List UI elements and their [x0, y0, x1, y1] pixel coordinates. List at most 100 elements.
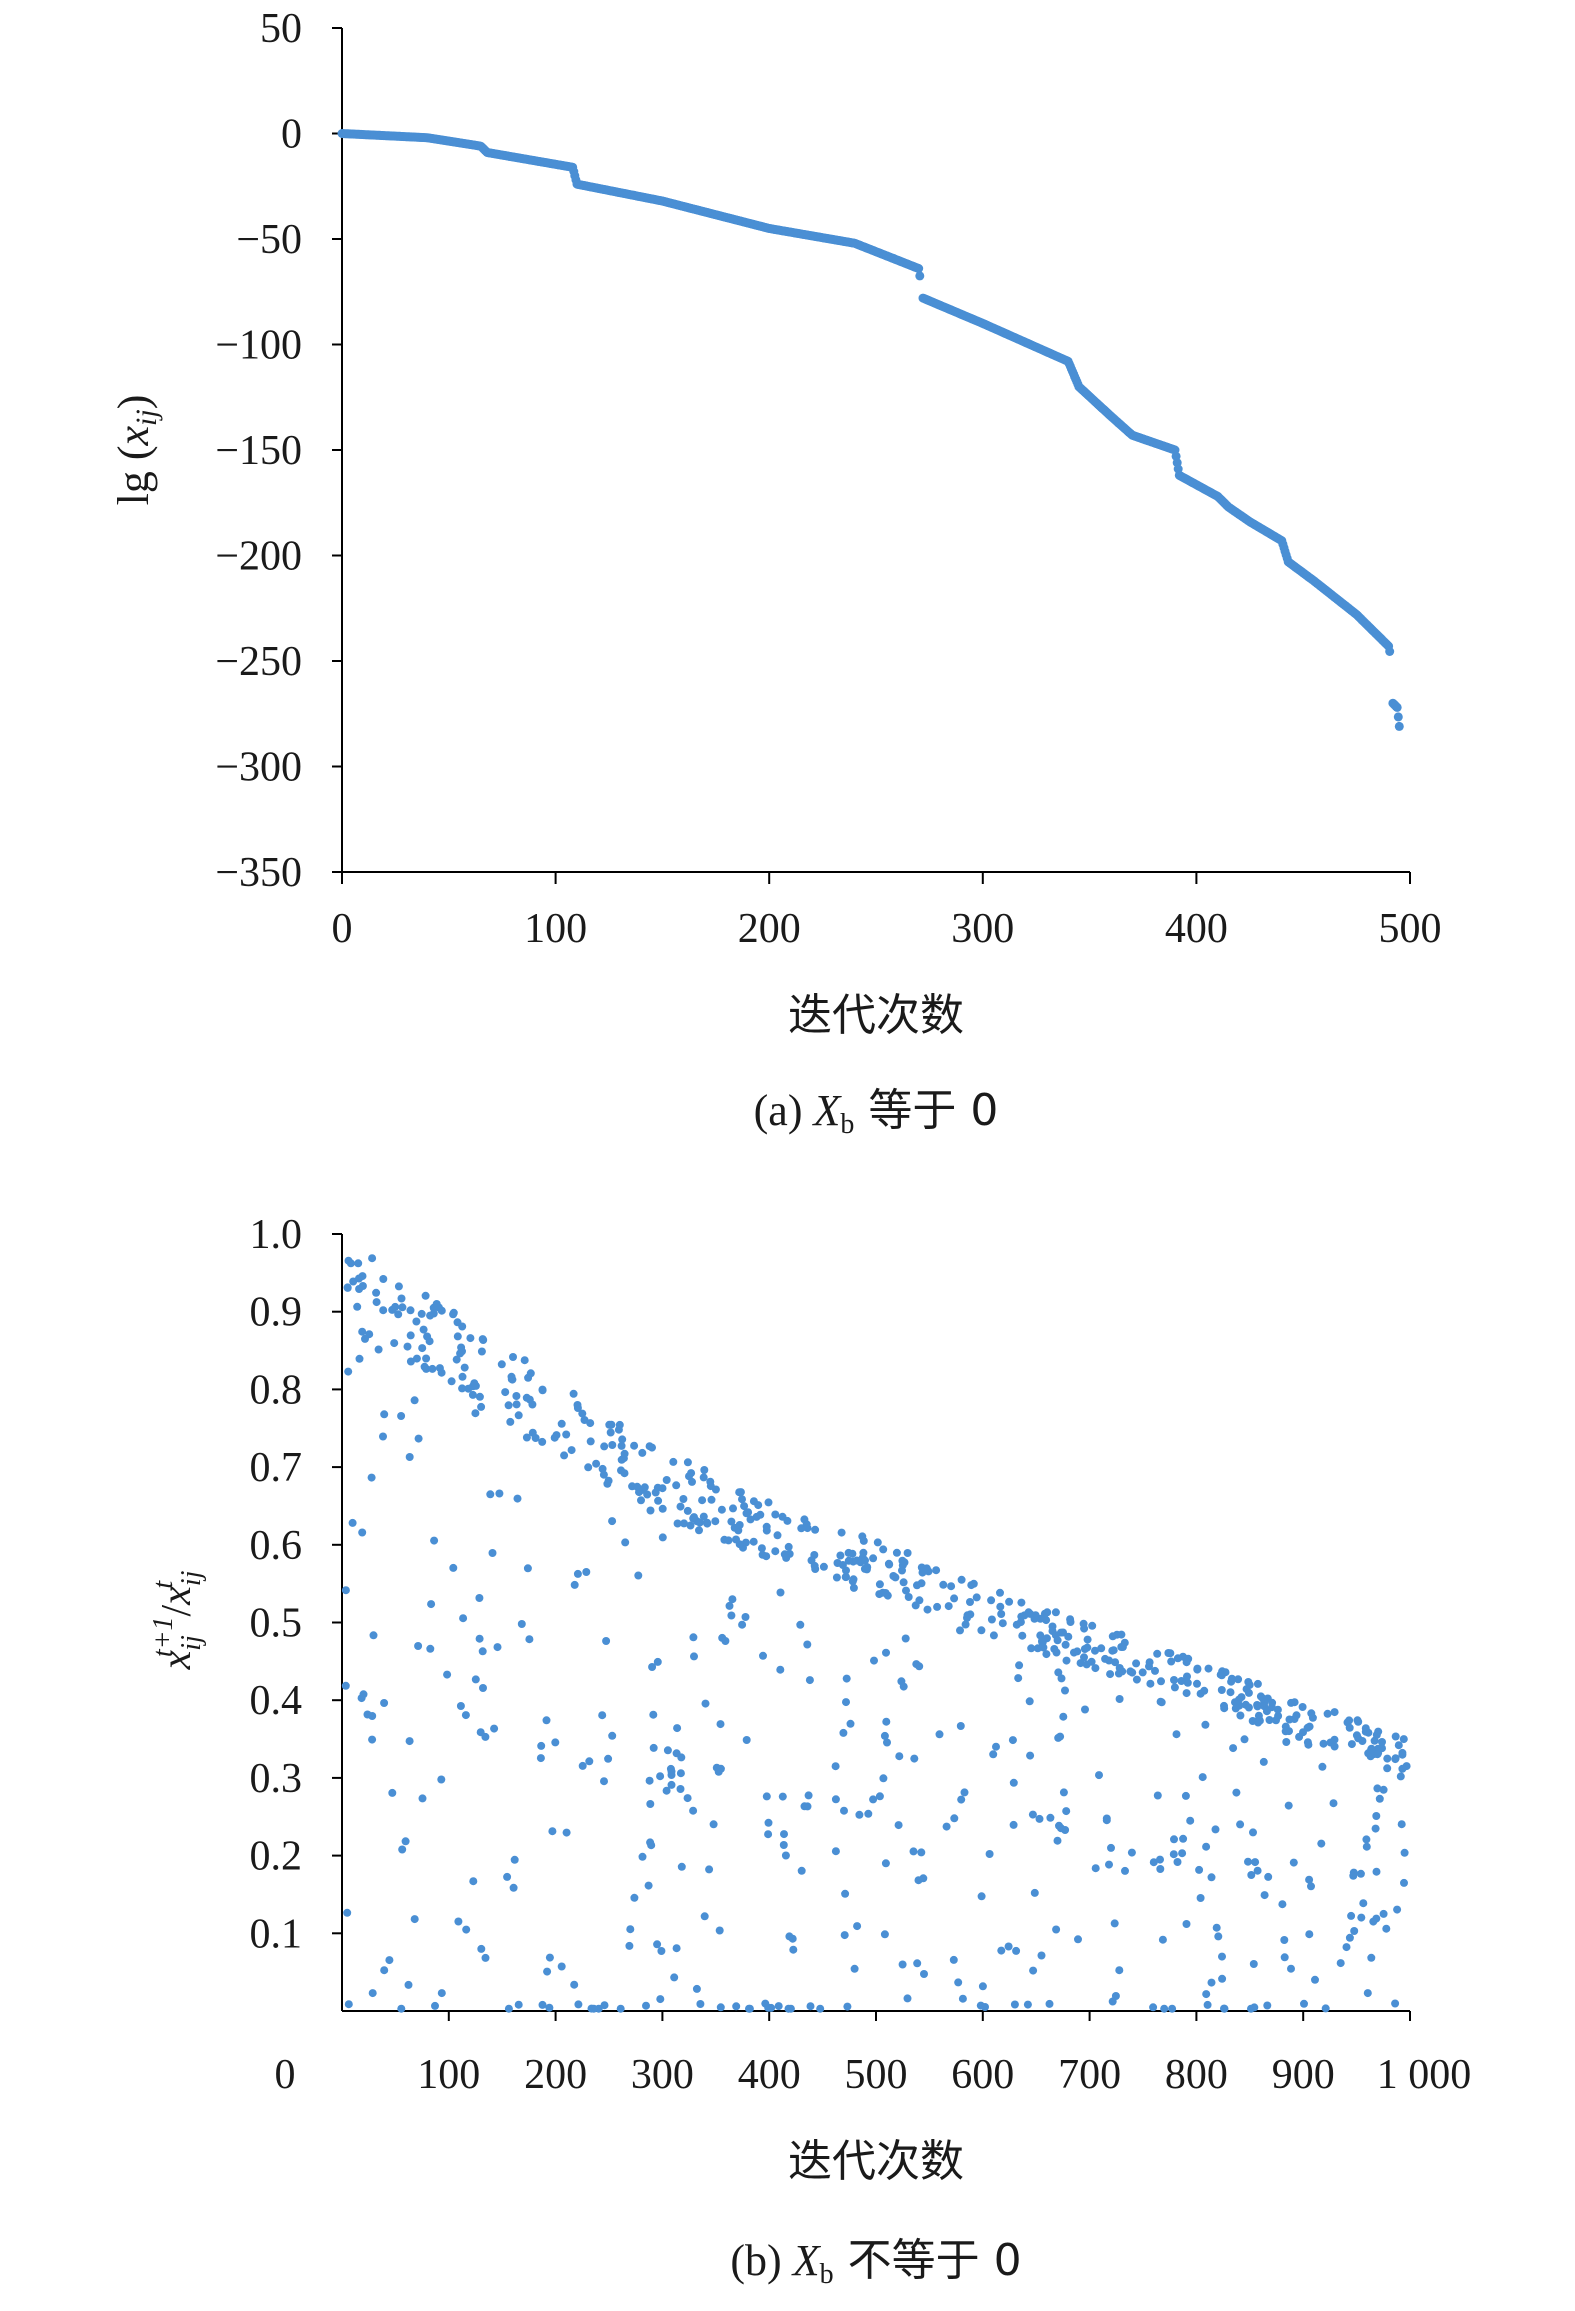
chart-b-point: [643, 1490, 652, 1499]
chart-b-point: [379, 1306, 388, 1315]
chart-b-point: [842, 1698, 850, 1707]
chart-b-point: [810, 1561, 819, 1570]
chart-b-point: [744, 1508, 753, 1517]
chart-b-point: [942, 1822, 951, 1831]
chart-b-y-tick-label: 1.0: [250, 1212, 303, 1258]
chart-b-point: [1330, 1708, 1339, 1717]
chart-b-point: [520, 1356, 529, 1365]
chart-b-point: [1391, 1999, 1400, 2008]
chart-b-point: [390, 1339, 399, 1348]
chart-b-point: [960, 1788, 969, 1797]
chart-b-point: [1234, 1675, 1243, 1684]
chart-b-point: [1287, 1964, 1295, 1973]
chart-b-point: [720, 1535, 729, 1544]
chart-b-point: [412, 1354, 421, 1363]
chart-b-point: [732, 1535, 740, 1544]
chart-a-point: [1393, 712, 1403, 722]
chart-b-point: [449, 1563, 458, 1572]
chart-b-point: [1079, 1619, 1088, 1628]
chart-b-point: [1111, 1658, 1120, 1667]
chart-b-point: [630, 1441, 639, 1450]
chart-b-point: [543, 1967, 552, 1976]
chart-b-point: [538, 1386, 547, 1395]
chart-b-point: [504, 1401, 513, 1410]
chart-b-point: [449, 1310, 458, 1319]
chart-b-point: [557, 1419, 566, 1428]
chart-b: 1.0 0.9 0.8 0.7 0.6 0.5 0.4 0.3 0.2 0.1 0 100 200 300…: [148, 1212, 1471, 2290]
chart-b-point: [705, 1865, 714, 1874]
chart-b-point: [524, 1373, 533, 1382]
chart-b-points: [341, 1254, 1411, 2013]
chart-b-x-tick-label: 0: [275, 2052, 296, 2098]
chart-a-x-tick-label: 0: [332, 906, 353, 952]
chart-b-point: [869, 1554, 878, 1563]
chart-b-point: [1227, 1674, 1236, 1683]
chart-b-point: [1391, 1754, 1400, 1763]
chart-b-point: [870, 1656, 878, 1665]
chart-b-point: [509, 1353, 517, 1361]
chart-b-point: [394, 1282, 403, 1291]
chart-b-point: [372, 1288, 381, 1297]
chart-b-point: [1319, 1739, 1328, 1748]
chart-a-y-label: lg (xij): [109, 395, 163, 506]
chart-b-point: [608, 1441, 617, 1449]
chart-b-point: [754, 1501, 763, 1510]
chart-b-point: [914, 1876, 923, 1885]
chart-b-point: [848, 1577, 857, 1586]
chart-b-point: [656, 1995, 665, 2004]
chart-b-point: [1196, 1894, 1205, 1902]
chart-b-point: [538, 1437, 547, 1446]
chart-b-point: [831, 1847, 840, 1856]
chart-b-point: [1220, 1704, 1229, 1713]
chart-b-point: [1220, 2004, 1229, 2013]
chart-b-point: [683, 1794, 692, 1803]
chart-b-point: [1367, 1953, 1376, 1962]
chart-b-point: [689, 1633, 698, 1642]
chart-b-point: [646, 1838, 655, 1847]
chart-a-y-tick-label: −200: [215, 534, 302, 580]
chart-a-x-tick-label: 300: [951, 906, 1014, 952]
chart-b-point: [1153, 1649, 1162, 1658]
chart-b-point: [898, 1960, 907, 1969]
chart-b-point: [503, 1872, 512, 1881]
chart-b-point: [1330, 1742, 1339, 1751]
chart-b-point: [443, 1670, 452, 1679]
chart-b-point: [1010, 2000, 1019, 2009]
chart-b-x-tick-label: 300: [631, 2052, 694, 2098]
chart-b-point: [1214, 1932, 1223, 1941]
chart-b-point: [764, 1498, 773, 1507]
chart-b-point: [1105, 1860, 1113, 1869]
chart-b-point: [495, 1489, 504, 1498]
chart-a-y-tick-label: 50: [260, 6, 302, 52]
chart-b-point: [738, 1620, 747, 1629]
chart-b-point: [469, 1877, 478, 1886]
chart-b-point: [989, 1750, 998, 1759]
chart-b-point: [1108, 1646, 1117, 1655]
chart-b-point: [1280, 1953, 1289, 1962]
chart-b-y-label: xijt+1/xijt: [148, 1570, 207, 1670]
chart-b-point: [462, 1925, 471, 1934]
chart-b-point: [1097, 1644, 1106, 1653]
chart-b-point: [357, 1694, 366, 1703]
chart-b-point: [1218, 1952, 1226, 1961]
chart-b-point: [740, 1502, 749, 1511]
chart-b-point: [903, 1994, 912, 2003]
chart-b-point: [560, 1451, 569, 1460]
chart-b-point: [900, 1558, 909, 1567]
chart-b-point: [853, 1922, 862, 1931]
chart-b-point: [421, 1291, 430, 1300]
chart-b-point: [1330, 1735, 1339, 1744]
chart-b-point: [592, 1459, 601, 1468]
chart-b-point: [1121, 1866, 1129, 1875]
chart-b-point: [992, 1742, 1000, 1751]
chart-b-point: [1009, 1778, 1018, 1787]
chart-b-point: [658, 1484, 667, 1493]
chart-b-point: [899, 1578, 908, 1587]
chart-b-point: [1091, 1646, 1099, 1655]
chart-b-point: [861, 1556, 869, 1565]
chart-b-point: [1172, 1730, 1181, 1739]
chart-b-point: [816, 2004, 825, 2013]
chart-b-point: [690, 1652, 698, 1661]
chart-b-point: [614, 1425, 623, 1434]
chart-b-point: [1349, 1871, 1358, 1880]
